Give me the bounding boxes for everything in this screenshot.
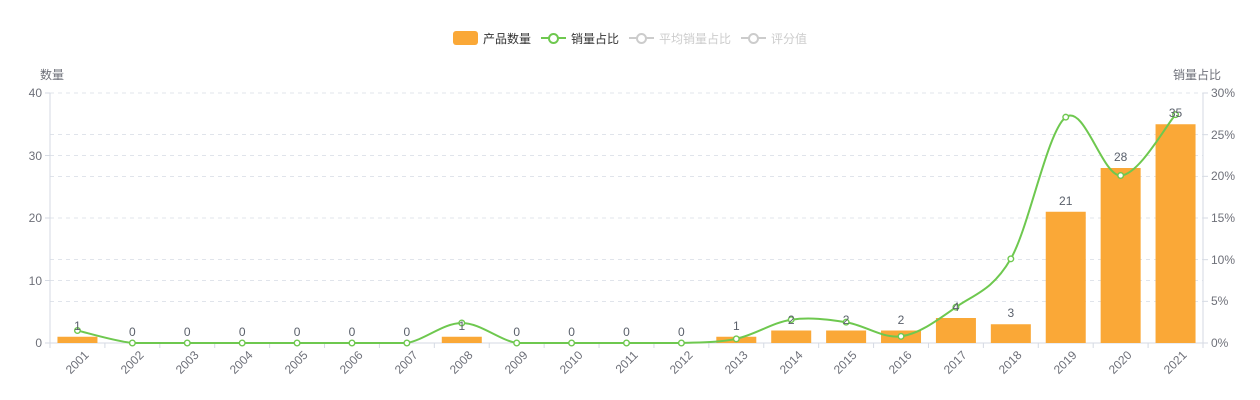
- line-point-2016[interactable]: [897, 332, 905, 340]
- line-point-2013[interactable]: [732, 335, 740, 343]
- line-point-2008[interactable]: [458, 319, 466, 327]
- line-series-marker-icon: [540, 31, 566, 45]
- bar-value-label: 0: [623, 325, 630, 339]
- legend-label: 产品数量: [482, 31, 531, 46]
- line-point-2015[interactable]: [842, 318, 850, 326]
- right-axis-label: 30%: [1211, 86, 1236, 100]
- line-point-2001[interactable]: [73, 327, 81, 335]
- line-point-2005[interactable]: [293, 339, 301, 347]
- legend-label: 平均销量占比: [659, 31, 732, 46]
- left-axis-label: 10: [28, 273, 42, 288]
- legend-item-score[interactable]: 评分值: [741, 30, 807, 47]
- right-axis-label: 0%: [1211, 336, 1229, 350]
- bar-2019[interactable]: [1045, 211, 1086, 343]
- bar-value-label: 1: [74, 318, 81, 333]
- bar-2018[interactable]: [990, 324, 1031, 343]
- bar-value-label: 1: [458, 318, 466, 333]
- bar-value-label: 3: [1007, 306, 1015, 321]
- bar-2017[interactable]: [935, 318, 976, 343]
- line-point-2002[interactable]: [128, 339, 136, 347]
- legend: 产品数量 销量占比 平均销量占比 评分值: [0, 28, 1260, 48]
- line-point-2020[interactable]: [1117, 171, 1125, 179]
- legend-item-avg-sales-share[interactable]: 平均销量占比: [629, 30, 731, 47]
- legend-label: 销量占比: [570, 31, 619, 46]
- right-axis-label: 15%: [1211, 211, 1236, 225]
- bar-value-label: 0: [183, 325, 191, 339]
- bar-value-label: 0: [129, 325, 136, 339]
- line-point-2003[interactable]: [183, 339, 191, 347]
- line-series-marker-icon: [629, 31, 654, 45]
- bar-2008[interactable]: [441, 336, 482, 343]
- bar-value-label: 28: [1113, 150, 1128, 164]
- right-axis-title: 销量占比: [1173, 68, 1222, 82]
- line-point-2004[interactable]: [238, 339, 246, 347]
- line-point-2006[interactable]: [348, 339, 356, 347]
- line-point-2010[interactable]: [568, 339, 576, 347]
- left-axis-label: 20: [28, 211, 42, 225]
- bar-value-label: 4: [952, 300, 960, 314]
- left-axis-label: 30: [28, 148, 42, 163]
- line-point-2018[interactable]: [1007, 255, 1015, 263]
- bar-2015[interactable]: [826, 330, 867, 344]
- bar-value-label: 0: [678, 325, 685, 339]
- line-point-2007[interactable]: [403, 339, 411, 347]
- line-point-2021[interactable]: [1172, 111, 1180, 119]
- sales-share-line: [76, 113, 1177, 344]
- bar-value-label: 0: [513, 325, 521, 339]
- line-point-2012[interactable]: [677, 339, 685, 347]
- bar-series-swatch-icon: [452, 31, 478, 45]
- bar-value-label: 2: [842, 312, 850, 327]
- bar-value-label: 2: [897, 312, 905, 327]
- legend-label: 评分值: [771, 31, 808, 46]
- line-point-2019[interactable]: [1062, 113, 1070, 121]
- left-axis-label: 0: [35, 336, 42, 350]
- bar-value-label: 35: [1168, 106, 1183, 121]
- legend-item-sales-share[interactable]: 销量占比: [540, 30, 619, 47]
- line-series-marker-icon: [741, 31, 767, 45]
- bar-2014[interactable]: [771, 330, 812, 344]
- line-point-2009[interactable]: [513, 339, 521, 347]
- legend-item-product-count[interactable]: 产品数量: [452, 30, 531, 47]
- bar-value-label: 0: [293, 325, 301, 339]
- bar-2020[interactable]: [1100, 168, 1141, 343]
- bar-value-label: 0: [568, 325, 575, 339]
- bar-2021[interactable]: [1155, 124, 1196, 343]
- left-axis-label: 40: [28, 86, 42, 100]
- right-axis-label: 10%: [1211, 252, 1236, 267]
- right-axis-label: 5%: [1211, 294, 1229, 309]
- line-point-2011[interactable]: [623, 339, 631, 347]
- bar-value-label: 1: [732, 318, 740, 333]
- bar-value-label: 0: [238, 325, 246, 339]
- line-point-2017[interactable]: [952, 303, 960, 311]
- bar-2001[interactable]: [57, 336, 98, 343]
- bar-value-label: 0: [348, 325, 356, 339]
- bar-value-label: 0: [403, 325, 411, 339]
- bar-value-label: 21: [1059, 193, 1073, 208]
- line-point-2014[interactable]: [787, 316, 795, 324]
- bar-value-label: 2: [787, 312, 795, 327]
- left-axis-title: 数量: [40, 68, 65, 82]
- right-axis-label: 25%: [1211, 127, 1236, 142]
- right-axis-label: 20%: [1211, 169, 1236, 184]
